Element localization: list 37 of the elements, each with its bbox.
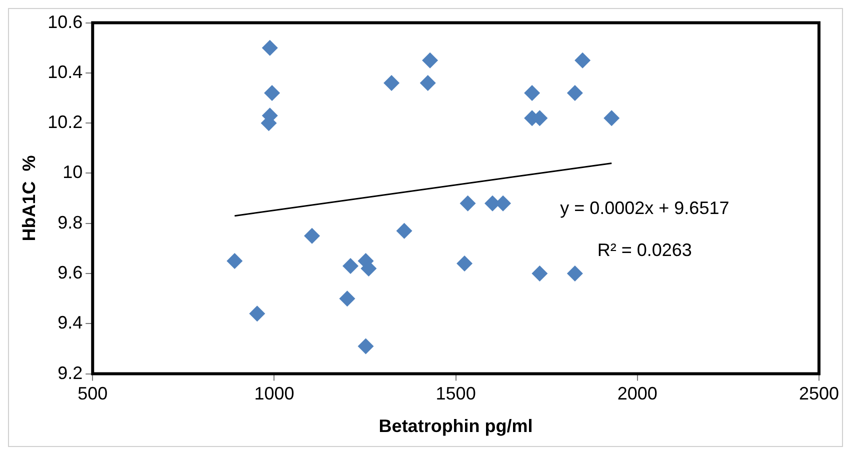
y-axis-title: HbA1C % bbox=[18, 155, 39, 242]
x-tick-label: 2500 bbox=[798, 384, 839, 404]
point bbox=[226, 252, 243, 269]
point bbox=[604, 110, 620, 126]
annotation: y = 0.0002x + 9.6517 bbox=[560, 198, 730, 218]
point bbox=[566, 266, 583, 282]
point bbox=[396, 222, 412, 239]
y-tick-label: 9.4 bbox=[58, 312, 83, 333]
x-tick-label: 500 bbox=[78, 384, 108, 404]
point bbox=[422, 52, 438, 68]
x-tick-label: 1000 bbox=[254, 384, 294, 404]
point bbox=[249, 306, 266, 322]
point bbox=[339, 290, 356, 307]
point bbox=[566, 85, 583, 101]
point bbox=[532, 266, 548, 282]
point bbox=[262, 40, 278, 56]
annotation: R² = 0.0263 bbox=[597, 240, 692, 260]
y-tick-label: 10.4 bbox=[48, 62, 83, 82]
point bbox=[460, 195, 476, 212]
point bbox=[304, 228, 320, 244]
point bbox=[574, 52, 591, 68]
point bbox=[264, 85, 280, 101]
point bbox=[524, 85, 540, 101]
point bbox=[420, 74, 436, 91]
y-tick-label: 10 bbox=[62, 162, 83, 182]
point bbox=[358, 338, 374, 354]
point bbox=[342, 258, 358, 274]
y-tick-label: 9.6 bbox=[58, 262, 83, 282]
x-tick-label: 2000 bbox=[617, 384, 658, 404]
point bbox=[456, 255, 473, 272]
x-axis-title: Betatrophin pg/ml bbox=[378, 416, 533, 436]
y-tick-label: 10.2 bbox=[48, 112, 83, 132]
point bbox=[384, 74, 400, 91]
x-tick-label: 1500 bbox=[436, 384, 476, 404]
y-tick-label: 9.8 bbox=[58, 212, 83, 232]
y-tick-label: 9.2 bbox=[58, 362, 83, 383]
y-tick-label: 10.6 bbox=[48, 12, 83, 32]
